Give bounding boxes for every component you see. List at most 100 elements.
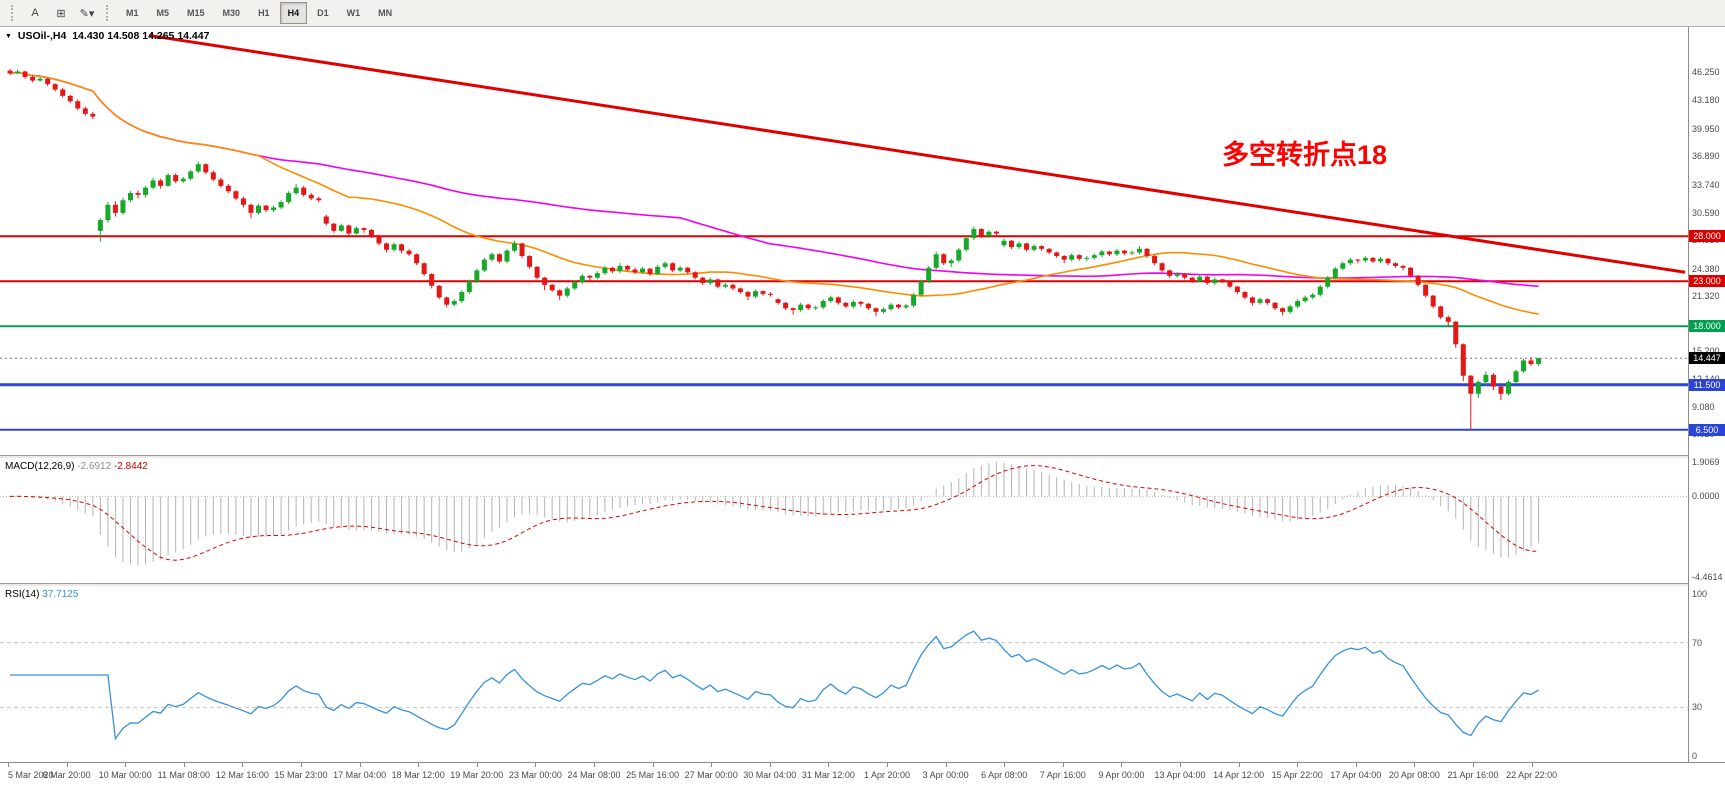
time-axis-label: 30 Mar 04:00: [743, 770, 797, 780]
ohlc-values: 14.430 14.508 14.265 14.447: [72, 30, 210, 42]
hline-price-label: 23.000: [1689, 275, 1725, 288]
rsi-scale-label: 0: [1692, 751, 1698, 761]
time-tick: [1004, 763, 1006, 767]
time-axis-label: 15 Mar 23:00: [274, 770, 328, 780]
macd-scale-label: -4.4614: [1692, 572, 1723, 582]
time-axis-label: 5 Mar 2020: [8, 770, 54, 780]
time-tick: [887, 763, 888, 767]
time-tick: [652, 763, 654, 767]
macd-scale-label: 1.9069: [1692, 457, 1720, 467]
time-tick: [66, 763, 68, 767]
timeframe-button-m15[interactable]: M15: [187, 8, 205, 18]
time-tick: [1238, 763, 1240, 767]
macd-panel[interactable]: MACD(12,26,9) -2.6912 -2.8442: [0, 458, 1688, 583]
rsi-plot[interactable]: [0, 594, 1688, 756]
time-axis-label: 27 Mar 00:00: [684, 770, 738, 780]
timeframe-button-mn[interactable]: MN: [378, 8, 393, 18]
time-tick: [1180, 763, 1181, 767]
time-axis-label: 14 Apr 12:00: [1213, 770, 1265, 780]
time-tick: [1414, 763, 1416, 767]
time-axis-label: 23 Mar 00:00: [508, 770, 562, 780]
toolbar-grip[interactable]: [11, 5, 16, 21]
annotate-text-tool[interactable]: A: [31, 7, 39, 19]
hline-price-label: 18.000: [1689, 320, 1725, 333]
time-tick: [1355, 763, 1357, 767]
price-tick-label: 24.380: [1692, 263, 1720, 274]
price-tick-label: 9.080: [1692, 401, 1715, 412]
price-tick-label: 46.250: [1692, 67, 1720, 77]
time-axis-label: 22 Apr 22:00: [1506, 770, 1558, 780]
price-tick-label: 21.320: [1692, 291, 1720, 302]
price-tick-label: 15.200: [1692, 345, 1720, 357]
timeframe-button-h1[interactable]: H1: [258, 8, 270, 18]
time-tick: [1297, 763, 1299, 767]
time-axis-label: 25 Mar 16:00: [626, 770, 680, 780]
macd-label: MACD(12,26,9): [5, 461, 75, 472]
timeframe-toolbar: M1 M5 M15 M30 H1 H4 D1 W1 MN: [118, 2, 400, 24]
toolbar-tools: A ⊞ ✎▾: [23, 2, 99, 24]
time-axis-label: 31 Mar 12:00: [801, 770, 855, 780]
time-tick: [1062, 763, 1064, 767]
macd-plot[interactable]: [0, 462, 1688, 577]
timeframe-button-m1[interactable]: M1: [126, 8, 139, 18]
time-tick: [1473, 763, 1474, 767]
price-tick-label: 39.950: [1692, 123, 1720, 134]
time-axis-label: 20 Apr 08:00: [1388, 770, 1440, 780]
time-axis-label: 3 Apr 00:00: [922, 770, 969, 780]
toolbar: A ⊞ ✎▾ M1 M5 M15 M30 H1 H4 D1 W1 MN: [0, 0, 1725, 27]
chart-window-tool[interactable]: ⊞: [56, 7, 66, 20]
time-axis[interactable]: 5 Mar 2020 6 Mar 20:00 10 Mar 00:00 11 Mar …: [0, 762, 1725, 787]
rsi-value: 37.7125: [42, 589, 79, 600]
macd-scale-label: 0.0000: [1692, 491, 1720, 502]
time-tick: [828, 763, 830, 767]
bid-price-label: 14.447: [1689, 352, 1725, 365]
timeframe-button-h4[interactable]: H4: [279, 2, 308, 24]
rsi-scale-label: 70: [1692, 637, 1703, 648]
timeframe-button-m30[interactable]: M30: [222, 8, 241, 18]
expand-arrow-icon[interactable]: ▼: [5, 33, 12, 40]
candlesticks: [7, 68, 1542, 430]
rsi-header: RSI(14) 37.7125: [5, 589, 78, 600]
price-scale[interactable]: 46.25043.18039.95036.89033.74030.59027.5…: [1688, 27, 1725, 762]
time-axis-label: 12 Mar 16:00: [215, 770, 269, 780]
time-axis-label: 11 Mar 08:00: [157, 770, 210, 780]
time-tick: [945, 763, 947, 767]
time-axis-label: 21 Apr 16:00: [1447, 770, 1499, 780]
macd-signal-line: [9, 465, 1539, 561]
time-tick: [594, 763, 595, 767]
time-tick: [359, 763, 361, 767]
time-tick: [125, 763, 127, 767]
descending-trendline[interactable]: [149, 34, 1686, 274]
rsi-level-lines: [0, 642, 1688, 708]
time-axis-label: 13 Apr 04:00: [1154, 770, 1206, 780]
time-axis-label: 18 Mar 12:00: [391, 770, 445, 780]
horizontal-lines[interactable]: [0, 235, 1688, 431]
timeframe-button-w1[interactable]: W1: [346, 8, 361, 18]
timeframe-button-m5[interactable]: M5: [156, 8, 170, 18]
rsi-panel[interactable]: RSI(14) 37.7125: [0, 586, 1688, 762]
rsi-label: RSI(14): [5, 589, 40, 600]
time-axis-label: 6 Apr 08:00: [981, 770, 1028, 780]
macd-header: MACD(12,26,9) -2.6912 -2.8442: [5, 461, 148, 472]
rsi-scale-label: 100: [1692, 589, 1708, 599]
rsi-line: [10, 630, 1539, 741]
time-axis-label: 1 Apr 20:00: [863, 770, 911, 780]
main-chart-panel[interactable]: ▼ USOil-,H4 14.430 14.508 14.265 14.447 …: [0, 27, 1688, 455]
time-tick: [242, 763, 244, 767]
symbol-ohlc-header: ▼ USOil-,H4 14.430 14.508 14.265 14.447: [5, 30, 212, 42]
price-tick-label: 36.890: [1692, 151, 1720, 162]
time-axis-label: 17 Apr 04:00: [1330, 770, 1382, 780]
time-axis-label: 19 Mar 20:00: [450, 770, 504, 780]
objects-dropdown-tool[interactable]: ✎▾: [79, 7, 95, 20]
time-axis-label: 7 Apr 16:00: [1039, 770, 1086, 780]
main-chart-canvas[interactable]: [0, 27, 1688, 455]
moving-averages: [9, 71, 1539, 315]
toolbar-grip-2[interactable]: [106, 5, 111, 21]
rsi-scale-label: 30: [1692, 702, 1703, 713]
macd-value-signal: -2.8442: [113, 461, 148, 472]
timeframe-button-d1[interactable]: D1: [317, 8, 329, 18]
symbol-label: USOil-,H4: [17, 30, 67, 42]
macd-histogram: [17, 462, 1540, 566]
chart-text-annotation[interactable]: 多空转折点18: [1222, 140, 1388, 170]
time-tick: [535, 763, 537, 767]
